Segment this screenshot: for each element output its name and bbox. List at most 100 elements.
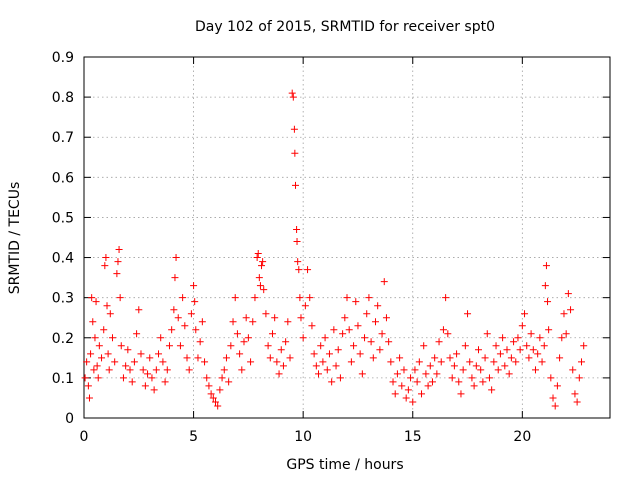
data-point	[461, 342, 469, 350]
data-point	[137, 350, 145, 358]
tick-labels: 0 0.1 0.2 0.3 0.4 0.5 0.6 0.7 0.8 0.9 0 5 10 15 20	[52, 50, 532, 445]
data-point	[275, 370, 283, 378]
data-point	[81, 374, 89, 382]
data-point	[367, 338, 375, 346]
x-tick-label: 10	[294, 429, 312, 445]
data-point	[227, 342, 235, 350]
data-point	[385, 338, 393, 346]
data-point	[540, 342, 548, 350]
y-tick-label: 0.2	[52, 331, 74, 347]
data-point	[198, 318, 206, 326]
data-point	[306, 294, 314, 302]
data-point	[374, 302, 382, 310]
data-point	[496, 350, 504, 358]
data-point	[507, 354, 515, 362]
data-point	[111, 358, 119, 366]
data-point	[133, 330, 141, 338]
data-point	[100, 326, 108, 334]
data-point	[171, 274, 179, 282]
data-point	[271, 314, 279, 322]
data-point	[514, 334, 522, 342]
data-point	[214, 402, 222, 410]
data-point	[268, 330, 276, 338]
data-point	[477, 366, 485, 374]
data-point	[549, 394, 557, 402]
data-point	[475, 346, 482, 354]
data-point	[266, 354, 274, 362]
data-point	[135, 306, 143, 314]
data-point	[560, 310, 568, 318]
data-point	[190, 282, 198, 290]
data-point	[345, 326, 353, 334]
data-point	[409, 398, 417, 406]
data-point	[102, 254, 110, 262]
data-point	[183, 354, 191, 362]
data-point	[192, 326, 200, 334]
data-point	[91, 334, 99, 342]
data-point	[291, 149, 299, 157]
data-point	[439, 326, 447, 334]
data-point	[426, 362, 434, 370]
data-point	[393, 370, 401, 378]
data-point	[446, 354, 454, 362]
data-point	[236, 350, 244, 358]
data-point	[218, 374, 226, 382]
data-point	[564, 290, 572, 298]
data-point	[516, 346, 524, 354]
data-point	[150, 386, 158, 394]
data-point	[293, 225, 301, 233]
data-point	[262, 310, 270, 318]
data-point	[531, 366, 539, 374]
data-point	[233, 330, 241, 338]
x-tick-label: 20	[513, 429, 531, 445]
data-point	[341, 314, 349, 322]
data-point	[431, 354, 439, 362]
data-point	[536, 334, 544, 342]
data-point	[289, 93, 297, 101]
data-point	[126, 366, 134, 374]
data-point	[92, 298, 100, 306]
data-point	[444, 330, 452, 338]
y-axis-title: SRMTID / TECUs	[7, 182, 23, 295]
data-point	[128, 378, 136, 386]
data-point	[407, 374, 415, 382]
data-point	[387, 358, 395, 366]
data-point	[389, 378, 397, 386]
data-point	[354, 322, 362, 330]
data-point	[256, 282, 264, 290]
data-point	[325, 350, 333, 358]
data-point	[254, 250, 262, 258]
data-point	[101, 262, 109, 270]
data-point	[295, 266, 303, 274]
data-point	[518, 322, 526, 330]
data-point	[93, 362, 101, 370]
x-tick-label: 15	[404, 429, 422, 445]
data-point	[457, 390, 465, 398]
data-point	[117, 342, 125, 350]
data-point	[114, 258, 122, 266]
data-point	[294, 258, 302, 266]
data-point	[319, 358, 327, 366]
data-point	[299, 334, 307, 342]
x-axis-title: GPS time / hours	[286, 457, 403, 473]
data-point	[459, 366, 467, 374]
data-point	[573, 398, 581, 406]
data-point	[297, 314, 305, 322]
data-point	[174, 314, 182, 322]
data-point	[400, 366, 408, 374]
data-point	[238, 366, 246, 374]
data-point	[391, 390, 399, 398]
data-point	[279, 362, 287, 370]
data-point	[527, 330, 535, 338]
data-point	[479, 378, 487, 386]
data-point	[499, 334, 507, 342]
data-point	[291, 181, 299, 189]
data-point	[455, 378, 463, 386]
data-point	[251, 294, 259, 302]
y-tick-label: 0.4	[52, 251, 74, 267]
data-point	[437, 358, 445, 366]
x-tick-label: 5	[189, 429, 198, 445]
data-point	[580, 342, 588, 350]
data-point	[301, 302, 309, 310]
